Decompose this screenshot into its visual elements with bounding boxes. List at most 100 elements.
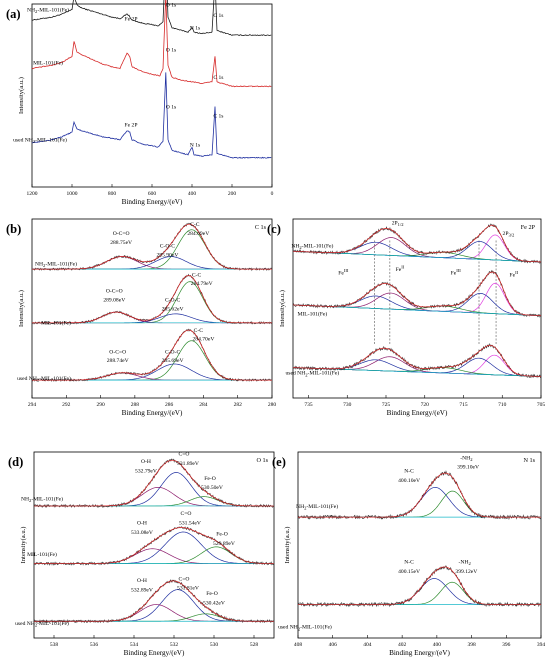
raw-spectrum-line — [31, 328, 273, 383]
x-tick-label: 398 — [467, 642, 476, 648]
x-axis-label: Binding Energy/(eV) — [122, 198, 183, 206]
annotation-label: 531.81eV — [177, 586, 199, 592]
panel-c: 735 730 725 720 715 710 705 Binding Energy/(eV)… — [267, 218, 546, 417]
panel-label: (e) — [272, 455, 286, 469]
x-tick-label: 710 — [498, 402, 507, 408]
x-tick-label: 538 — [50, 642, 59, 648]
y-axis-label: Intensity(a.u.) — [279, 290, 286, 327]
annotation-label: O 1s — [166, 104, 176, 110]
annotation-label: O-H — [137, 521, 147, 527]
fit-component-peak — [32, 340, 272, 381]
annotation-label: NH2​-MIL-101(Fe) — [35, 261, 77, 269]
x-tick-label: 402 — [398, 642, 407, 648]
x-tick-label: 290 — [96, 402, 105, 408]
annotation-label: O-C=O — [109, 349, 126, 355]
panel-d: 538 536 534 532 530 528 Binding Energy/(eV) Int… — [8, 451, 275, 657]
raw-spectrum-line — [33, 526, 275, 566]
x-tick-label: 282 — [234, 402, 243, 408]
annotation-label: N 1s — [190, 26, 200, 32]
panel-label: (a) — [6, 7, 21, 21]
x-tick-label: 1200 — [27, 191, 38, 197]
x-tick-label: 280 — [268, 402, 277, 408]
annotation-label: MIL-101(Fe) — [33, 59, 63, 66]
plot-frame — [292, 218, 542, 399]
fit-component-peak — [34, 531, 274, 564]
annotation-label: C-O-C — [165, 349, 180, 355]
annotation-label: 2P3/2​ — [503, 231, 515, 238]
x-tick-label: 394 — [537, 642, 546, 648]
annotation-label: O-H — [141, 459, 151, 465]
survey-spectrum-line — [31, 0, 272, 88]
fit-component-peak — [34, 548, 274, 564]
panel-b: 294 292 290 288 286 284 282 280 Binding Energy/(… — [6, 218, 277, 417]
fit-component-peak — [298, 578, 541, 605]
annotation-label: Fe 2P — [125, 123, 138, 129]
fit-envelope-line — [298, 472, 541, 518]
survey-spectrum-line — [31, 72, 272, 159]
x-tick-label: 292 — [62, 402, 71, 408]
x-tick-label: 404 — [363, 642, 372, 648]
raw-spectrum-line — [33, 458, 275, 509]
annotation-label: C 1s — [213, 75, 223, 81]
fit-envelope-line — [32, 223, 272, 270]
panel-label: (c) — [267, 222, 281, 236]
annotation-label: C 1s — [213, 13, 223, 19]
annotation-label: FeII​ — [510, 270, 519, 279]
fit-component-peak — [298, 581, 541, 605]
x-tick-label: 288 — [131, 402, 140, 408]
annotation-label: Fe-O — [204, 476, 216, 482]
annotation-label: C-C — [190, 222, 200, 228]
annotation-label: C=O — [179, 452, 190, 458]
annotation-label: MIL-101(Fe) — [41, 320, 71, 327]
annotation-label: 289.08eV — [103, 297, 125, 303]
x-tick-label: 406 — [329, 642, 338, 648]
plot-frame — [31, 218, 273, 399]
annotation-label: O-C=O — [106, 288, 123, 294]
annotation-label: NH2​-MIL-101(Fe) — [291, 243, 333, 251]
fit-envelope-line — [34, 527, 274, 564]
x-tick-label: 536 — [90, 642, 99, 648]
panel-e: 408 406 404 402 400 398 396 394 Binding Energy/(… — [272, 451, 546, 657]
x-tick-label: 1000 — [67, 191, 78, 197]
panel-label: (b) — [6, 222, 21, 236]
annotation-label: 529.89eV — [213, 541, 235, 547]
fit-component-peak — [298, 486, 541, 518]
annotation-label: FeIII​ — [451, 268, 462, 277]
annotation-label: O 1s — [166, 3, 176, 9]
annotation-label: 2P1/2​ — [392, 220, 404, 227]
annotation-label: O 1s — [166, 48, 176, 54]
x-tick-label: 730 — [343, 402, 352, 408]
annotation-label: C-C — [192, 272, 202, 278]
x-tick-label: 0 — [271, 191, 274, 197]
x-tick-label: 715 — [459, 402, 468, 408]
x-axis-label: Binding Energy/(eV) — [389, 649, 450, 657]
annotation-label: C-O-C — [160, 244, 175, 250]
x-tick-label: 530 — [210, 642, 219, 648]
core-level-label: N 1s — [523, 457, 535, 464]
annotation-label: C-C — [194, 328, 204, 334]
annotation-label: C=O — [181, 511, 192, 517]
annotation-label: NH2​-MIL-101(Fe) — [27, 6, 69, 14]
x-axis-label: Binding Energy/(eV) — [124, 649, 185, 657]
x-tick-label: 400 — [188, 191, 197, 197]
annotation-label: used NH2​-MIL-101(Fe) — [15, 620, 69, 628]
annotation-label: MIL-101(Fe) — [297, 311, 327, 318]
annotation-label: 399.10eV — [457, 465, 479, 471]
annotation-label: -NH2​ — [460, 455, 473, 462]
x-tick-label: 284 — [199, 402, 208, 408]
annotation-label: 399.12eV — [455, 569, 477, 575]
x-tick-label: 200 — [228, 191, 237, 197]
fit-envelope-line — [292, 271, 542, 317]
fit-envelope-line — [32, 329, 272, 381]
core-level-label: O 1s — [256, 457, 268, 464]
annotation-label: 285.62eV — [162, 306, 184, 312]
fit-envelope-line — [32, 275, 272, 324]
x-tick-label: 705 — [537, 402, 546, 408]
x-tick-label: 396 — [502, 642, 511, 648]
raw-spectrum-line — [297, 470, 542, 521]
fit-component-peak — [34, 604, 274, 622]
x-tick-label: 534 — [130, 642, 139, 648]
x-tick-label: 286 — [165, 402, 174, 408]
annotation-label: 532.79eV — [135, 468, 157, 474]
